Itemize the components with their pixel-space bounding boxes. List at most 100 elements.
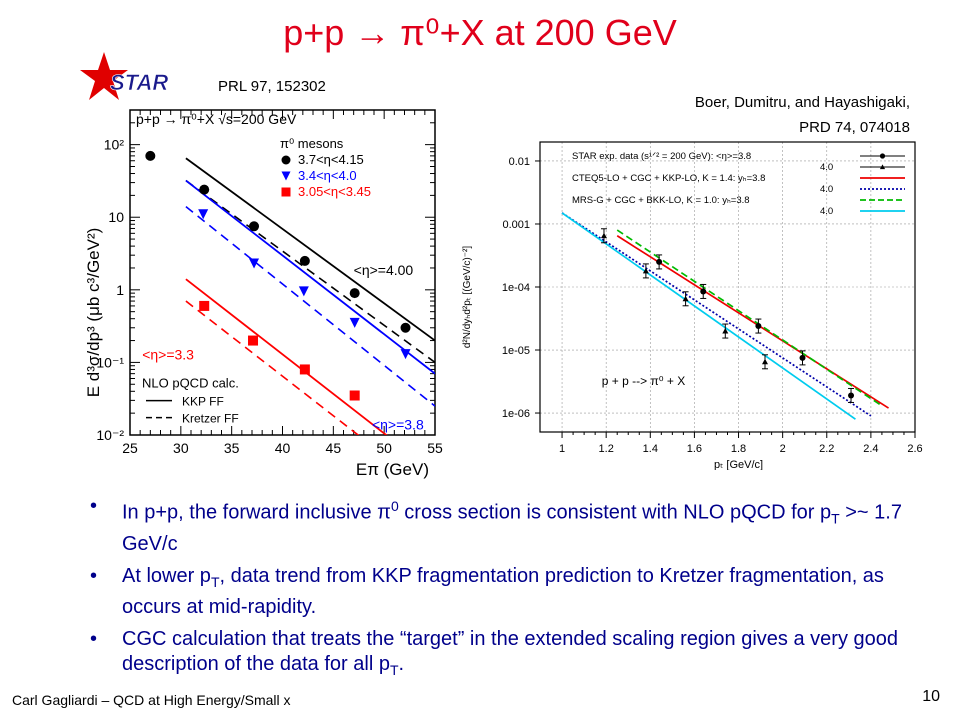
x-tick-label: 30 bbox=[173, 440, 189, 456]
data-point bbox=[249, 258, 260, 269]
legend-marker bbox=[281, 187, 291, 197]
data-point bbox=[600, 232, 607, 239]
data-point bbox=[400, 349, 411, 360]
legend-label: MRS-G + CGC + BKK-LO, K = 1.0: yₕ=3.8 bbox=[572, 195, 750, 206]
series-group bbox=[656, 254, 855, 403]
star-logo-text: STAR bbox=[110, 70, 168, 95]
data-point bbox=[199, 300, 210, 311]
legend-title: π⁰ mesons bbox=[280, 136, 344, 151]
x-tick-label: 1.4 bbox=[643, 443, 658, 455]
y-axis-label: d²N/dyₕd²pₜ [(GeV/c)⁻²] bbox=[462, 246, 473, 349]
page-number: 10 bbox=[922, 688, 940, 705]
data-point bbox=[349, 317, 360, 328]
legend-label: 3.4<η<4.0 bbox=[298, 168, 357, 183]
y-tick-label: 10⁻² bbox=[96, 427, 124, 443]
series-group bbox=[199, 300, 360, 401]
x-axis-label: Eπ (GeV) bbox=[356, 460, 429, 479]
legend-label: 3.05<η<3.45 bbox=[298, 184, 371, 199]
data-point bbox=[642, 267, 649, 274]
theory-curve bbox=[561, 212, 856, 420]
data-point bbox=[298, 286, 309, 297]
footer-author: Carl Gagliardi – QCD at High Energy/Smal… bbox=[12, 692, 291, 708]
star-icon bbox=[80, 52, 128, 100]
data-point bbox=[700, 288, 707, 295]
data-point bbox=[198, 209, 209, 220]
data-point bbox=[722, 328, 729, 334]
theory-curve bbox=[561, 212, 872, 417]
data-point bbox=[145, 150, 156, 161]
data-point bbox=[400, 322, 411, 333]
x-tick-label: 1 bbox=[559, 443, 565, 455]
series-group bbox=[145, 150, 411, 333]
y-tick-label: 10⁻¹ bbox=[96, 354, 124, 370]
y-tick-label: 1 bbox=[116, 282, 124, 298]
legend-label: 4.0 bbox=[820, 206, 833, 217]
data-point bbox=[349, 390, 360, 401]
data-point bbox=[799, 354, 806, 361]
calc-legend-solid-label: KKP FF bbox=[182, 395, 224, 409]
legend-marker bbox=[879, 164, 886, 170]
bullet-list: • In p+p, the forward inclusive π0 cross … bbox=[90, 494, 940, 690]
legend-label: 4.0 bbox=[820, 162, 833, 173]
x-tick-label: 35 bbox=[224, 440, 240, 456]
bullet-text: At lower p bbox=[122, 564, 211, 587]
curves-group bbox=[185, 157, 435, 435]
data-point bbox=[755, 323, 762, 330]
kretzer-curve bbox=[185, 179, 435, 364]
chart-annotation: p + p --> π⁰ + X bbox=[602, 374, 685, 388]
y-tick-label: 1e-06 bbox=[502, 408, 530, 420]
bullet-text: In p+p, the forward inclusive π bbox=[122, 501, 391, 524]
reference-boer-journal: PRD 74, 074018 bbox=[799, 119, 910, 136]
bullet-text: CGC calculation that treats the “target”… bbox=[122, 627, 898, 675]
bullet-dot: • bbox=[90, 564, 98, 587]
curve-label: <η>=4.00 bbox=[354, 262, 414, 278]
data-point bbox=[249, 221, 260, 232]
calc-legend-title: NLO pQCD calc. bbox=[142, 376, 239, 391]
x-tick-label: 55 bbox=[427, 440, 443, 456]
kkp-curve bbox=[185, 157, 435, 342]
kkp-curve bbox=[185, 179, 435, 375]
data-point bbox=[682, 295, 689, 302]
x-tick-label: 50 bbox=[376, 440, 392, 456]
chart-title: p+p → π⁰+X √s=200 GeV bbox=[136, 111, 297, 127]
data-point bbox=[848, 392, 855, 399]
curve-label: <η>=3.8 bbox=[372, 416, 424, 432]
y-tick-label: 10² bbox=[104, 137, 125, 153]
legend-label: 4.0 bbox=[820, 184, 833, 195]
x-tick-label: 25 bbox=[122, 440, 138, 456]
curves-group bbox=[561, 212, 889, 420]
x-tick-label: 40 bbox=[275, 440, 291, 456]
bullet-item: • At lower pT, data trend from KKP fragme… bbox=[90, 564, 884, 618]
data-point bbox=[762, 358, 768, 365]
x-tick-label: 1.8 bbox=[731, 443, 746, 455]
legend-marker bbox=[879, 153, 886, 159]
legend-marker bbox=[281, 171, 291, 181]
curve-label: <η>=3.3 bbox=[142, 346, 194, 362]
legend-label: STAR exp. data (s¹ᐟ² = 200 GeV): <η>=3.8 bbox=[572, 151, 751, 162]
data-point bbox=[199, 184, 210, 195]
slide-title: p+p → π⁰+X at 200 GeV bbox=[283, 12, 677, 53]
theory-curve bbox=[616, 229, 883, 407]
y-axis-label: E d³σ/dp³ (μb c³/GeV²) bbox=[84, 228, 103, 398]
reference-boer: Boer, Dumitru, and Hayashigaki, PRD 74, … bbox=[560, 90, 910, 140]
data-point bbox=[299, 364, 310, 375]
legend-label: CTEQ5-LO + CGC + KKP-LO, K = 1.4: yₕ=3.8 bbox=[572, 173, 765, 184]
bullet-item: • CGC calculation that treats the “target… bbox=[90, 627, 898, 678]
star-logo: STAR bbox=[80, 52, 169, 100]
x-tick-label: 2.6 bbox=[907, 443, 922, 455]
y-tick-label: 1e-05 bbox=[502, 345, 530, 357]
x-tick-label: 2.2 bbox=[819, 443, 834, 455]
legend-marker bbox=[281, 155, 291, 165]
star-cross-section-chart: 25 30 35 40 45 50 55 10⁻² 10⁻¹ 1 10 10² Eπ (GeV) E d³… bbox=[84, 109, 443, 479]
kkp-curve bbox=[185, 278, 388, 435]
data-point bbox=[656, 258, 663, 265]
x-tick-label: 2.4 bbox=[863, 443, 878, 455]
kretzer-curve bbox=[185, 300, 360, 435]
x-tick-label: 1.2 bbox=[599, 443, 614, 455]
reference-prl: PRL 97, 152302 bbox=[218, 78, 326, 95]
bullet-dot: • bbox=[90, 627, 98, 650]
data-point bbox=[349, 288, 360, 299]
x-axis-label: pₜ [GeV/c] bbox=[714, 459, 763, 470]
cgc-comparison-chart: 1 1.2 1.4 1.6 1.8 2 2.2 2.4 2.6 0.01 0.001 1e-04 1e-… bbox=[462, 141, 923, 470]
x-tick-label: 45 bbox=[326, 440, 342, 456]
